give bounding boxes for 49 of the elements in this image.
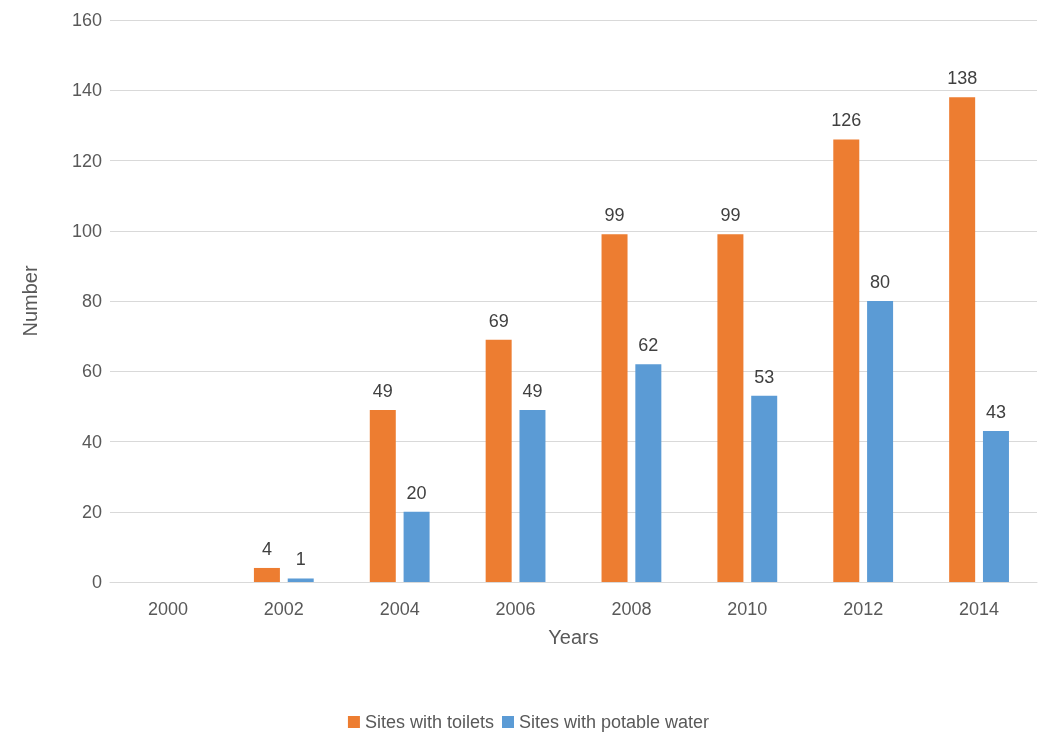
x-tick-label: 2006 [495,599,536,619]
data-label: 69 [488,310,509,331]
data-label: 53 [754,366,775,387]
bar [949,97,976,582]
y-tick-label: 0 [91,572,102,592]
y-axis-title: Number [19,265,41,337]
data-label: 43 [985,401,1006,422]
x-tick-label: 2002 [263,599,304,619]
bar [867,301,894,582]
legend-label: Sites with potable water [518,712,710,732]
x-tick-label: 2008 [611,599,652,619]
x-tick-label: 2010 [727,599,768,619]
bar [253,567,280,582]
bar [287,578,314,582]
x-axis-title: Years [548,626,599,648]
y-tick-label: 40 [81,431,102,452]
data-label: 20 [406,482,427,503]
y-tick-label: 160 [71,10,102,30]
bar [601,234,628,582]
y-tick-label: 60 [81,361,102,382]
bar [403,511,430,582]
x-tick-label: 2012 [843,599,884,619]
y-tick-label: 140 [71,80,102,101]
bar [519,409,546,582]
y-tick-label: 20 [81,501,102,522]
bar [635,364,662,582]
bar [751,395,778,582]
data-label: 49 [522,380,543,401]
data-label: 62 [638,335,659,356]
data-label: 80 [870,272,891,292]
data-label: 99 [604,205,625,226]
bar [833,139,860,582]
data-label: 4 [261,538,272,559]
data-label: 49 [372,380,393,401]
bar [982,430,1009,582]
x-tick-label: 2000 [147,599,188,619]
data-label: 138 [947,68,978,89]
x-tick-label: 2014 [959,599,1000,619]
bar [717,234,744,582]
x-tick-label: 2004 [379,599,420,619]
data-label: 99 [720,205,741,226]
y-tick-label: 120 [71,150,102,171]
legend-label: Sites with toilets [364,712,494,732]
data-label: 1 [295,549,306,570]
y-tick-label: 80 [81,291,102,311]
y-tick-label: 100 [71,220,102,241]
bar [369,409,396,582]
bar [485,339,512,582]
data-label: 126 [831,110,862,131]
